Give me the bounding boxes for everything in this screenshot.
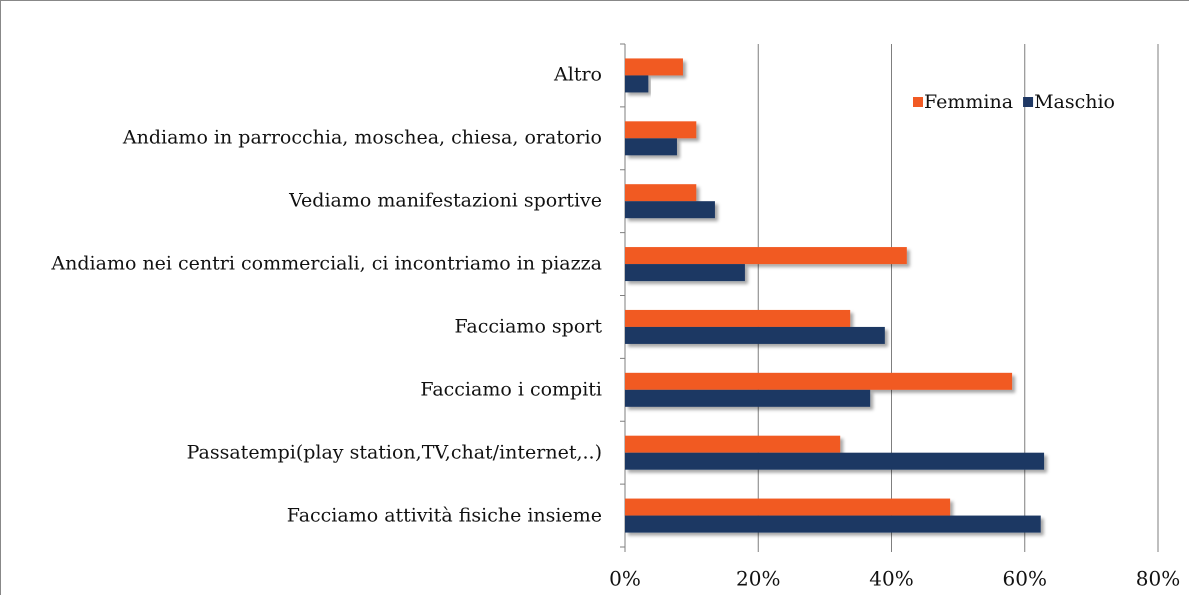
category-label-box: Facciamo attività fisiche insieme — [10, 503, 602, 528]
x-tick-label: 60% — [1003, 567, 1047, 591]
y-tick-label: Facciamo attività fisiche insieme — [286, 504, 602, 527]
category-label-box: Passatempi(play station,TV,chat/internet… — [10, 440, 602, 465]
category-label-box: Andiamo in parrocchia, moschea, chiesa, … — [10, 126, 602, 151]
y-tick-label: Vediamo manifestazioni sportive — [289, 189, 602, 212]
bar — [625, 309, 851, 327]
bar — [625, 498, 951, 516]
y-tick-label: Facciamo sport — [454, 315, 602, 338]
bar — [625, 138, 677, 156]
category-label-box: Altro — [10, 63, 602, 88]
legend-label: Femmina — [924, 91, 1013, 113]
x-tick-label: 0% — [609, 567, 641, 591]
legend-label: Maschio — [1034, 91, 1115, 113]
category-label-box: Facciamo sport — [10, 314, 602, 339]
bar — [625, 372, 1013, 390]
bar — [625, 389, 871, 407]
bar — [625, 326, 885, 344]
y-tick-label: Passatempi(play station,TV,chat/internet… — [186, 441, 602, 464]
bar — [625, 264, 745, 282]
bar — [625, 452, 1045, 470]
bar — [625, 515, 1041, 533]
bar — [625, 75, 649, 93]
y-tick-label: Andiamo nei centri commerciali, ci incon… — [51, 252, 602, 275]
legend-swatch — [913, 97, 923, 107]
category-label-box: Andiamo nei centri commerciali, ci incon… — [10, 252, 602, 277]
y-tick-label: Facciamo i compiti — [420, 378, 602, 401]
y-tick-label: Altro — [554, 63, 602, 86]
y-tick-label: Andiamo in parrocchia, moschea, chiesa, … — [122, 126, 602, 149]
category-label-box: Facciamo i compiti — [10, 377, 602, 402]
bar — [625, 184, 697, 202]
bar — [625, 121, 697, 139]
bar — [625, 247, 907, 265]
category-label-box: Vediamo manifestazioni sportive — [10, 189, 602, 214]
bar — [625, 435, 841, 453]
legend-swatch — [1023, 97, 1034, 107]
bar — [625, 58, 683, 76]
x-tick-label: 20% — [736, 567, 780, 591]
bar — [625, 201, 715, 219]
x-tick-label: 80% — [1136, 567, 1180, 591]
x-tick-label: 40% — [869, 567, 913, 591]
